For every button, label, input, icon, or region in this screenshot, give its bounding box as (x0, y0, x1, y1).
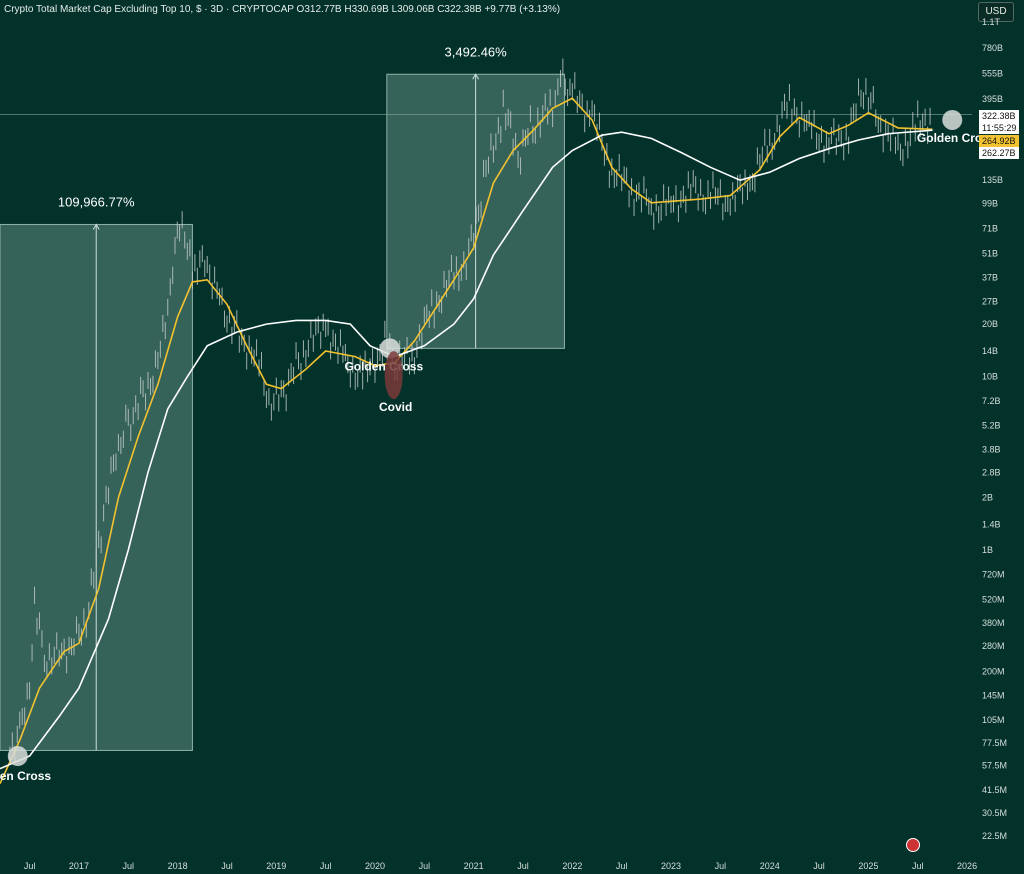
x-tick-label: Jul (24, 861, 36, 871)
x-tick-label: Jul (616, 861, 628, 871)
x-tick-label: Jul (221, 861, 233, 871)
y-tick-label: 20B (982, 319, 998, 329)
y-tick-label: 99B (982, 199, 998, 209)
y-tick-label: 3.8B (982, 444, 1001, 454)
y-tick-label: 720M (982, 570, 1005, 580)
y-tick-label: 1B (982, 545, 993, 555)
x-tick-label: 2025 (858, 861, 878, 871)
chart-title: Crypto Total Market Cap Excluding Top 10… (4, 4, 294, 15)
x-tick-label: 2021 (464, 861, 484, 871)
time-axis: Jul 2017 Jul 2018 Jul 2019 Jul 2020 Jul 2021 Jul 20… (24, 861, 977, 871)
golden-cross-marker (7, 746, 28, 767)
y-tick-label: 77.5M (982, 738, 1007, 748)
y-tick-label: 5.2B (982, 421, 1001, 431)
ohlc-readout: O312.77B H330.69B L309.06B C322.38B +9.7… (296, 4, 561, 15)
x-tick-label: Jul (320, 861, 332, 871)
y-tick-label: 7.2B (982, 396, 1001, 406)
y-tick-label: 200M (982, 666, 1005, 676)
currency-button[interactable]: USD (978, 2, 1014, 22)
x-tick-label: 2018 (168, 861, 188, 871)
y-tick-label: 51B (982, 249, 998, 259)
chart-header: Crypto Total Market Cap Excluding Top 10… (4, 4, 560, 15)
y-tick-label: 71B (982, 224, 998, 234)
golden-cross-label: Golden Cross (0, 769, 51, 783)
y-tick-label: 1.4B (982, 520, 1001, 530)
measure-boxes: 109,966.77% 3,492.46% (0, 44, 972, 751)
y-tick-label: 41.5M (982, 785, 1007, 795)
golden-cross-marker (942, 109, 963, 130)
measure-arrowhead (92, 223, 100, 230)
slow-ma-line (0, 129, 933, 770)
measure-arrowhead (472, 73, 480, 80)
x-tick-label: 2022 (562, 861, 582, 871)
x-tick-label: Jul (715, 861, 727, 871)
y-tick-label: 10B (982, 371, 998, 381)
y-tick-label: 2B (982, 493, 993, 503)
y-tick-label: 1.1T (982, 17, 1001, 27)
y-tick-label: 135B (982, 175, 1003, 185)
y-tick-label: 520M (982, 594, 1005, 604)
x-tick-label: 2019 (266, 861, 286, 871)
fast-ma-badge: 264.92B (979, 135, 1019, 147)
y-tick-label: 105M (982, 715, 1005, 725)
x-tick-label: 2023 (661, 861, 681, 871)
us-flag-icon[interactable] (906, 838, 920, 852)
x-tick-label: 2017 (69, 861, 89, 871)
x-tick-label: 2024 (760, 861, 780, 871)
last-price-badge: 322.38B (979, 110, 1019, 122)
price-axis: 1.1T 780B 555B 395B 135B 99B 71B 51B 37B 27B 20B 14… (982, 17, 1007, 841)
y-tick-label: 555B (982, 69, 1003, 79)
y-tick-label: 37B (982, 273, 998, 283)
y-tick-label: 395B (982, 94, 1003, 104)
covid-label: Covid (379, 400, 412, 414)
y-tick-label: 380M (982, 618, 1005, 628)
slow-ma-badge: 262.27B (979, 147, 1019, 159)
y-tick-label: 14B (982, 346, 998, 356)
y-tick-label: 780B (982, 43, 1003, 53)
golden-cross-label: Golden Cross (344, 359, 423, 373)
chart-series (0, 58, 933, 785)
golden-cross-label: Golden Cross (917, 131, 996, 145)
covid-marker (384, 351, 403, 400)
y-tick-label: 27B (982, 296, 998, 306)
x-tick-label: 2026 (957, 861, 977, 871)
x-tick-label: Jul (517, 861, 529, 871)
annotations: Golden Cross Golden Cross Covid Golden Cros… (0, 109, 996, 783)
x-tick-label: Jul (123, 861, 135, 871)
measure-percent-label: 3,492.46% (445, 44, 508, 59)
x-tick-label: Jul (813, 861, 825, 871)
y-tick-label: 145M (982, 691, 1005, 701)
y-tick-label: 280M (982, 641, 1005, 651)
x-tick-label: Jul (419, 861, 431, 871)
y-tick-label: 22.5M (982, 831, 1007, 841)
measure-percent-label: 109,966.77% (58, 194, 135, 209)
x-tick-label: 2020 (365, 861, 385, 871)
y-tick-label: 2.8B (982, 467, 1001, 477)
x-tick-label: Jul (912, 861, 924, 871)
countdown-badge: 11:55:29 (979, 122, 1020, 134)
y-tick-label: 57.5M (982, 760, 1007, 770)
y-tick-label: 30.5M (982, 808, 1007, 818)
